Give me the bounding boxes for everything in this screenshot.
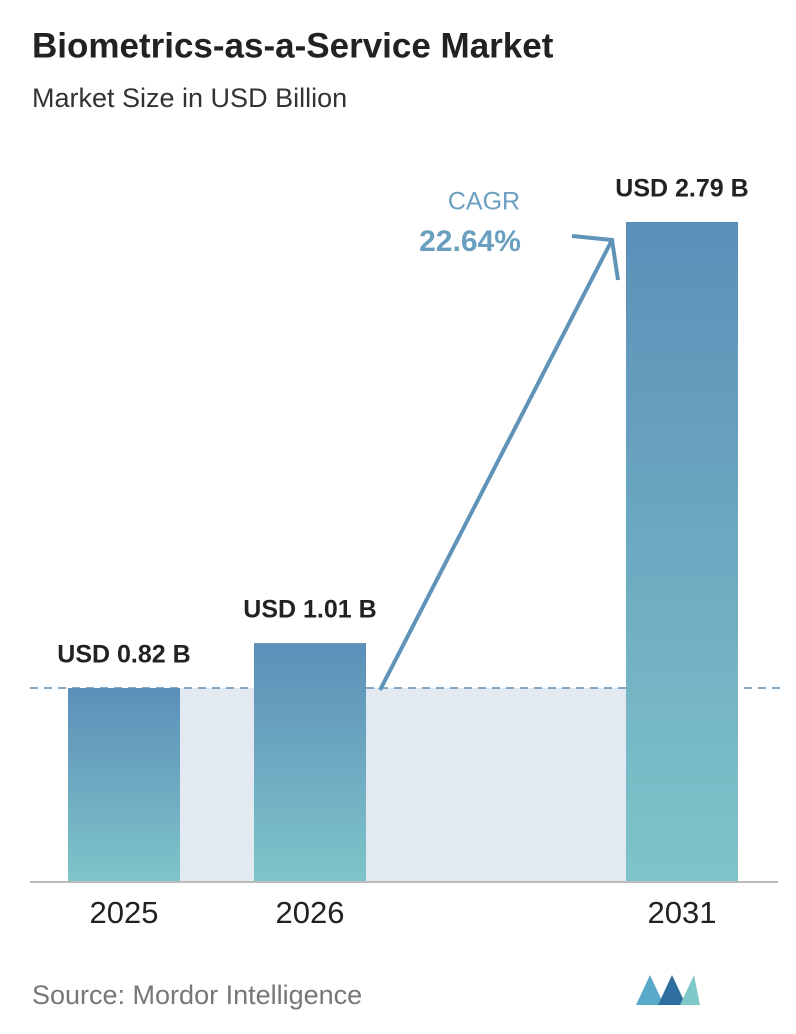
chart-subtitle: Market Size in USD Billion	[32, 83, 347, 113]
x-tick-label: 2031	[648, 895, 717, 930]
x-tick-label: 2025	[90, 895, 159, 930]
chart-title: Biometrics-as-a-Service Market	[32, 26, 554, 65]
bar	[68, 688, 180, 882]
source: Source: Mordor Intelligence	[32, 980, 362, 1010]
cagr-arrow-head	[571, 234, 620, 281]
cagr-label: CAGR	[448, 188, 520, 216]
bar	[626, 222, 738, 882]
cagr-value: 22.64%	[419, 225, 521, 258]
bar	[254, 643, 366, 882]
value-label: USD 1.01 B	[243, 596, 376, 624]
value-label: USD 2.79 B	[615, 175, 748, 203]
cagr-arrow	[378, 239, 614, 691]
logo	[636, 975, 700, 1005]
value-label: USD 0.82 B	[57, 641, 190, 669]
x-tick-label: 2026	[276, 895, 345, 930]
